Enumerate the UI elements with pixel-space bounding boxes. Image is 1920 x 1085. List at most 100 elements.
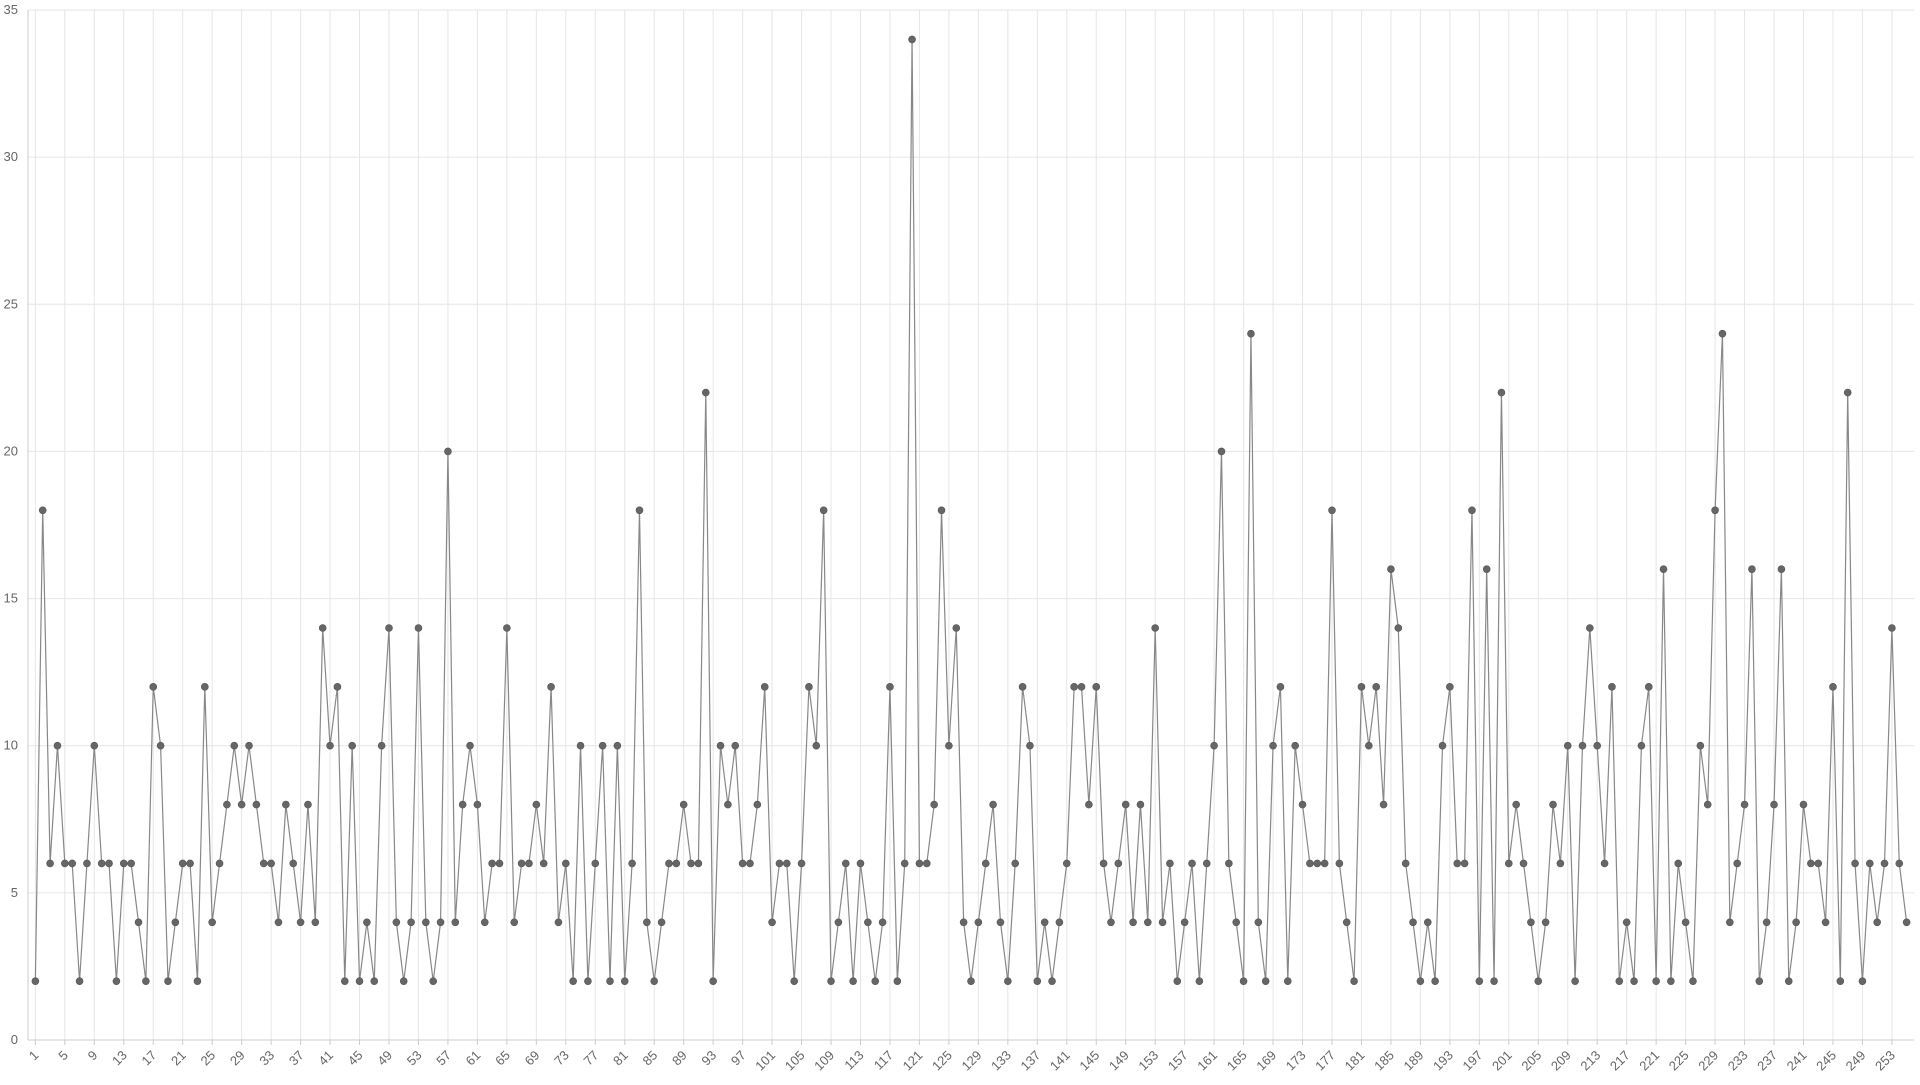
x-tick-label: 65 [492, 1048, 513, 1069]
x-tick-label: 29 [227, 1048, 248, 1069]
data-point [1740, 800, 1749, 809]
data-point [119, 859, 128, 868]
data-point [1365, 741, 1373, 750]
x-tick-label: 249 [1843, 1048, 1869, 1074]
data-point [900, 859, 909, 868]
data-point [945, 741, 953, 750]
data-point [333, 683, 342, 691]
data-point [1431, 977, 1439, 985]
data-point [1350, 977, 1358, 985]
data-point [525, 859, 533, 868]
data-point [363, 918, 371, 927]
x-axis-ticks: 1 5 9 13 17 21 25 29 33 37 41 45 49 53 57 61 65 69 73 77 81 8… [26, 1040, 1898, 1073]
x-tick-label: 189 [1401, 1048, 1427, 1074]
data-point [1571, 977, 1579, 985]
data-point [1202, 859, 1211, 868]
data-point [407, 918, 415, 927]
data-point [134, 918, 143, 927]
data-point [1578, 741, 1587, 750]
data-point [1814, 859, 1823, 868]
data-point [1490, 977, 1498, 985]
data-point [451, 918, 460, 927]
data-point [532, 800, 541, 809]
data-point [370, 977, 379, 985]
data-point [1018, 683, 1027, 691]
data-point [1136, 800, 1145, 809]
data-point [561, 859, 570, 868]
y-tick-label: 0 [11, 1032, 18, 1047]
data-point [1423, 918, 1432, 927]
data-point [1217, 447, 1226, 456]
data-point [90, 741, 99, 750]
x-tick-label: 69 [522, 1048, 543, 1069]
y-tick-label: 15 [4, 591, 18, 606]
data-point [805, 683, 813, 691]
data-point [1600, 859, 1609, 868]
data-point [1306, 859, 1314, 868]
data-point [156, 741, 165, 750]
data-point [1630, 977, 1638, 985]
data-point [267, 859, 275, 868]
data-point [1843, 388, 1852, 397]
data-point [878, 918, 887, 927]
data-point [385, 624, 393, 632]
data-point [1534, 977, 1543, 985]
x-tick-label: 233 [1725, 1048, 1751, 1074]
data-point [1784, 977, 1793, 985]
data-point [480, 918, 489, 927]
data-point [68, 859, 76, 868]
data-point [1880, 859, 1889, 868]
x-tick-label: 197 [1460, 1048, 1486, 1074]
data-point [1114, 859, 1123, 868]
x-tick-label: 201 [1489, 1048, 1515, 1074]
data-point [598, 741, 607, 750]
data-point [775, 859, 784, 868]
x-tick-label: 9 [85, 1048, 101, 1064]
data-point [61, 859, 69, 868]
data-point [1549, 800, 1557, 809]
data-point [75, 977, 84, 985]
data-point [1792, 918, 1800, 927]
data-point [584, 977, 592, 985]
data-point [679, 800, 688, 809]
y-tick-label: 25 [4, 296, 18, 311]
data-point [1401, 859, 1410, 868]
data-point [1593, 741, 1602, 750]
data-point [223, 800, 231, 809]
data-point [1718, 329, 1727, 338]
data-point [657, 918, 666, 927]
y-tick-label: 35 [4, 2, 18, 17]
data-point [53, 741, 62, 750]
x-tick-label: 113 [841, 1048, 866, 1073]
data-point [208, 918, 216, 927]
data-point [628, 859, 636, 868]
data-point [1482, 565, 1491, 573]
y-tick-label: 10 [4, 738, 18, 753]
data-point [746, 859, 754, 868]
data-point [731, 741, 740, 750]
data-point [819, 506, 828, 515]
series [31, 35, 1911, 985]
x-tick-label: 85 [639, 1048, 660, 1069]
x-tick-label: 97 [728, 1048, 749, 1069]
x-tick-label: 61 [463, 1048, 484, 1069]
data-point [841, 859, 850, 868]
data-point [1099, 859, 1108, 868]
data-point [105, 859, 113, 868]
data-point [687, 859, 695, 868]
data-point [591, 859, 600, 868]
data-point [1320, 859, 1329, 868]
data-point [834, 918, 843, 927]
x-tick-label: 93 [698, 1048, 719, 1069]
x-tick-label: 41 [315, 1048, 336, 1069]
y-axis-ticks: 0 5 10 15 20 25 30 35 [4, 2, 18, 1047]
x-tick-label: 49 [374, 1048, 395, 1069]
data-point [930, 800, 938, 809]
data-point [1895, 859, 1904, 868]
data-point [245, 741, 253, 750]
data-point [1239, 977, 1248, 985]
data-point [340, 977, 349, 985]
data-point [112, 977, 121, 985]
